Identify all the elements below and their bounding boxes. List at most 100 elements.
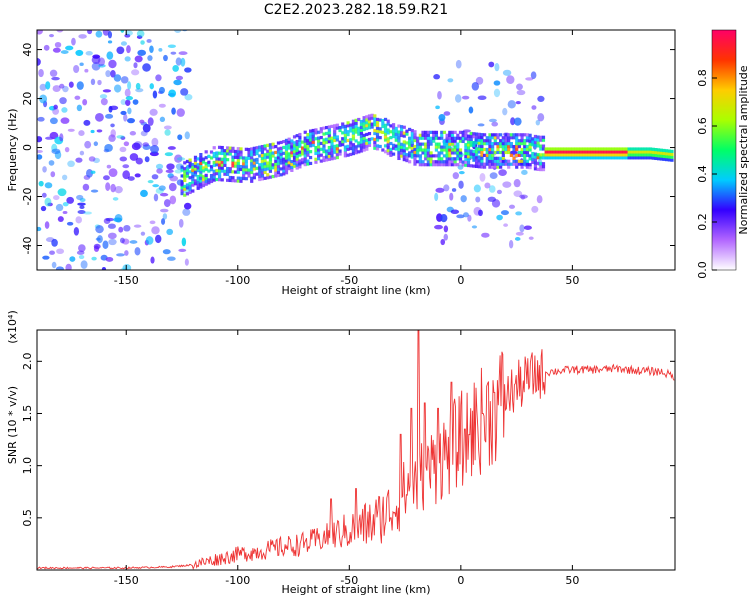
ridge-cell xyxy=(434,130,439,134)
ridge-cell xyxy=(466,137,471,141)
ridge-cell xyxy=(434,160,439,164)
noise-blob xyxy=(508,240,514,249)
ridge-cell xyxy=(499,162,503,166)
ridge-cell xyxy=(416,154,420,158)
noise-blob xyxy=(97,235,103,244)
ridge-cell xyxy=(290,168,294,172)
ridge-cell xyxy=(204,182,208,186)
ridge-cell xyxy=(533,158,538,162)
ridge-cell xyxy=(576,156,580,160)
ridge-cell xyxy=(263,167,267,172)
ridge-cell xyxy=(491,142,495,146)
ridge-cell xyxy=(327,137,331,141)
ridge-cell xyxy=(397,153,401,158)
ridge-cell xyxy=(402,149,406,153)
ridge-cell xyxy=(308,132,313,136)
x-tick-label: 50 xyxy=(565,274,579,287)
noise-blob xyxy=(61,107,68,113)
ridge-cell xyxy=(536,135,540,139)
ridge-cell xyxy=(624,147,629,151)
ridge-cell xyxy=(432,136,436,140)
ridge-cell xyxy=(201,157,206,161)
ridge-cell xyxy=(287,155,291,159)
ridge-cell xyxy=(258,169,262,173)
noise-blob xyxy=(114,185,123,194)
ridge-cell xyxy=(282,160,286,164)
noise-blob xyxy=(182,208,191,216)
ridge-cell xyxy=(185,159,190,164)
ridge-cell xyxy=(287,143,291,147)
ridge-cell xyxy=(282,145,286,150)
ridge-cell xyxy=(437,136,441,140)
ridge-cell xyxy=(421,151,425,155)
ridge-cell xyxy=(405,156,409,160)
ridge-cell xyxy=(295,134,299,138)
noise-blob xyxy=(481,232,490,238)
ridge-cell xyxy=(298,141,302,145)
ridge-cell xyxy=(544,147,548,151)
ridge-cell xyxy=(346,144,350,148)
ridge-cell xyxy=(571,156,575,160)
noise-blob xyxy=(75,157,83,163)
ridge-cell xyxy=(547,147,551,151)
ridge-cell xyxy=(333,150,337,154)
ridge-cell xyxy=(504,162,508,166)
ridge-cell xyxy=(274,168,278,172)
ridge-cell xyxy=(354,124,358,128)
ridge-cell xyxy=(298,135,302,140)
noise-blob xyxy=(86,168,93,178)
noise-blob xyxy=(147,55,153,61)
ridge-cell xyxy=(260,171,265,175)
ridge-cell xyxy=(327,151,331,156)
ridge-cell xyxy=(389,130,393,134)
ridge-cell xyxy=(458,157,463,161)
ridge-cell xyxy=(359,143,364,147)
noise-blob xyxy=(65,45,74,51)
ridge-cell xyxy=(397,145,401,149)
ridge-cell xyxy=(453,163,457,167)
ridge-cell xyxy=(180,189,184,193)
ridge-cell xyxy=(469,152,473,156)
noise-blob xyxy=(110,123,115,128)
ridge-cell xyxy=(416,145,420,149)
ridge-cell xyxy=(665,149,669,153)
ridge-cell xyxy=(440,136,444,140)
noise-blob xyxy=(159,116,166,123)
noise-blob xyxy=(140,40,145,45)
ridge-cell xyxy=(284,165,289,169)
ridge-cell xyxy=(268,149,273,153)
ridge-cell xyxy=(367,120,372,124)
ridge-cell xyxy=(659,154,663,158)
ridge-cell xyxy=(466,149,471,153)
noise-blob xyxy=(168,182,177,192)
ridge-cell xyxy=(474,155,479,160)
noise-blob xyxy=(467,214,472,222)
ridge-cell xyxy=(410,146,414,150)
ridge-cell xyxy=(308,155,313,160)
ridge-cell xyxy=(520,139,524,143)
ridge-cell xyxy=(539,147,543,151)
ridge-cell xyxy=(504,142,508,146)
ridge-cell xyxy=(308,138,313,142)
noise-blob xyxy=(507,100,516,109)
ridge-cell xyxy=(469,140,473,144)
ridge-cell xyxy=(290,151,294,155)
ridge-cell xyxy=(228,175,232,180)
ridge-cell xyxy=(509,136,513,140)
noise-blob xyxy=(65,263,72,270)
noise-blob xyxy=(73,64,80,74)
ridge-cell xyxy=(402,152,406,156)
ridge-cell xyxy=(322,158,326,163)
noise-blob xyxy=(513,179,521,188)
ridge-cell xyxy=(266,164,270,168)
ridge-cell xyxy=(584,156,588,160)
ridge-cell xyxy=(445,142,449,146)
noise-blob xyxy=(51,261,57,269)
ridge-cell xyxy=(330,151,334,155)
ridge-cell xyxy=(560,150,564,154)
ridge-cell xyxy=(311,128,315,133)
ridge-cell xyxy=(196,157,200,161)
ridge-cell xyxy=(362,133,366,137)
ridge-cell xyxy=(242,173,246,178)
noise-blob xyxy=(164,129,171,136)
